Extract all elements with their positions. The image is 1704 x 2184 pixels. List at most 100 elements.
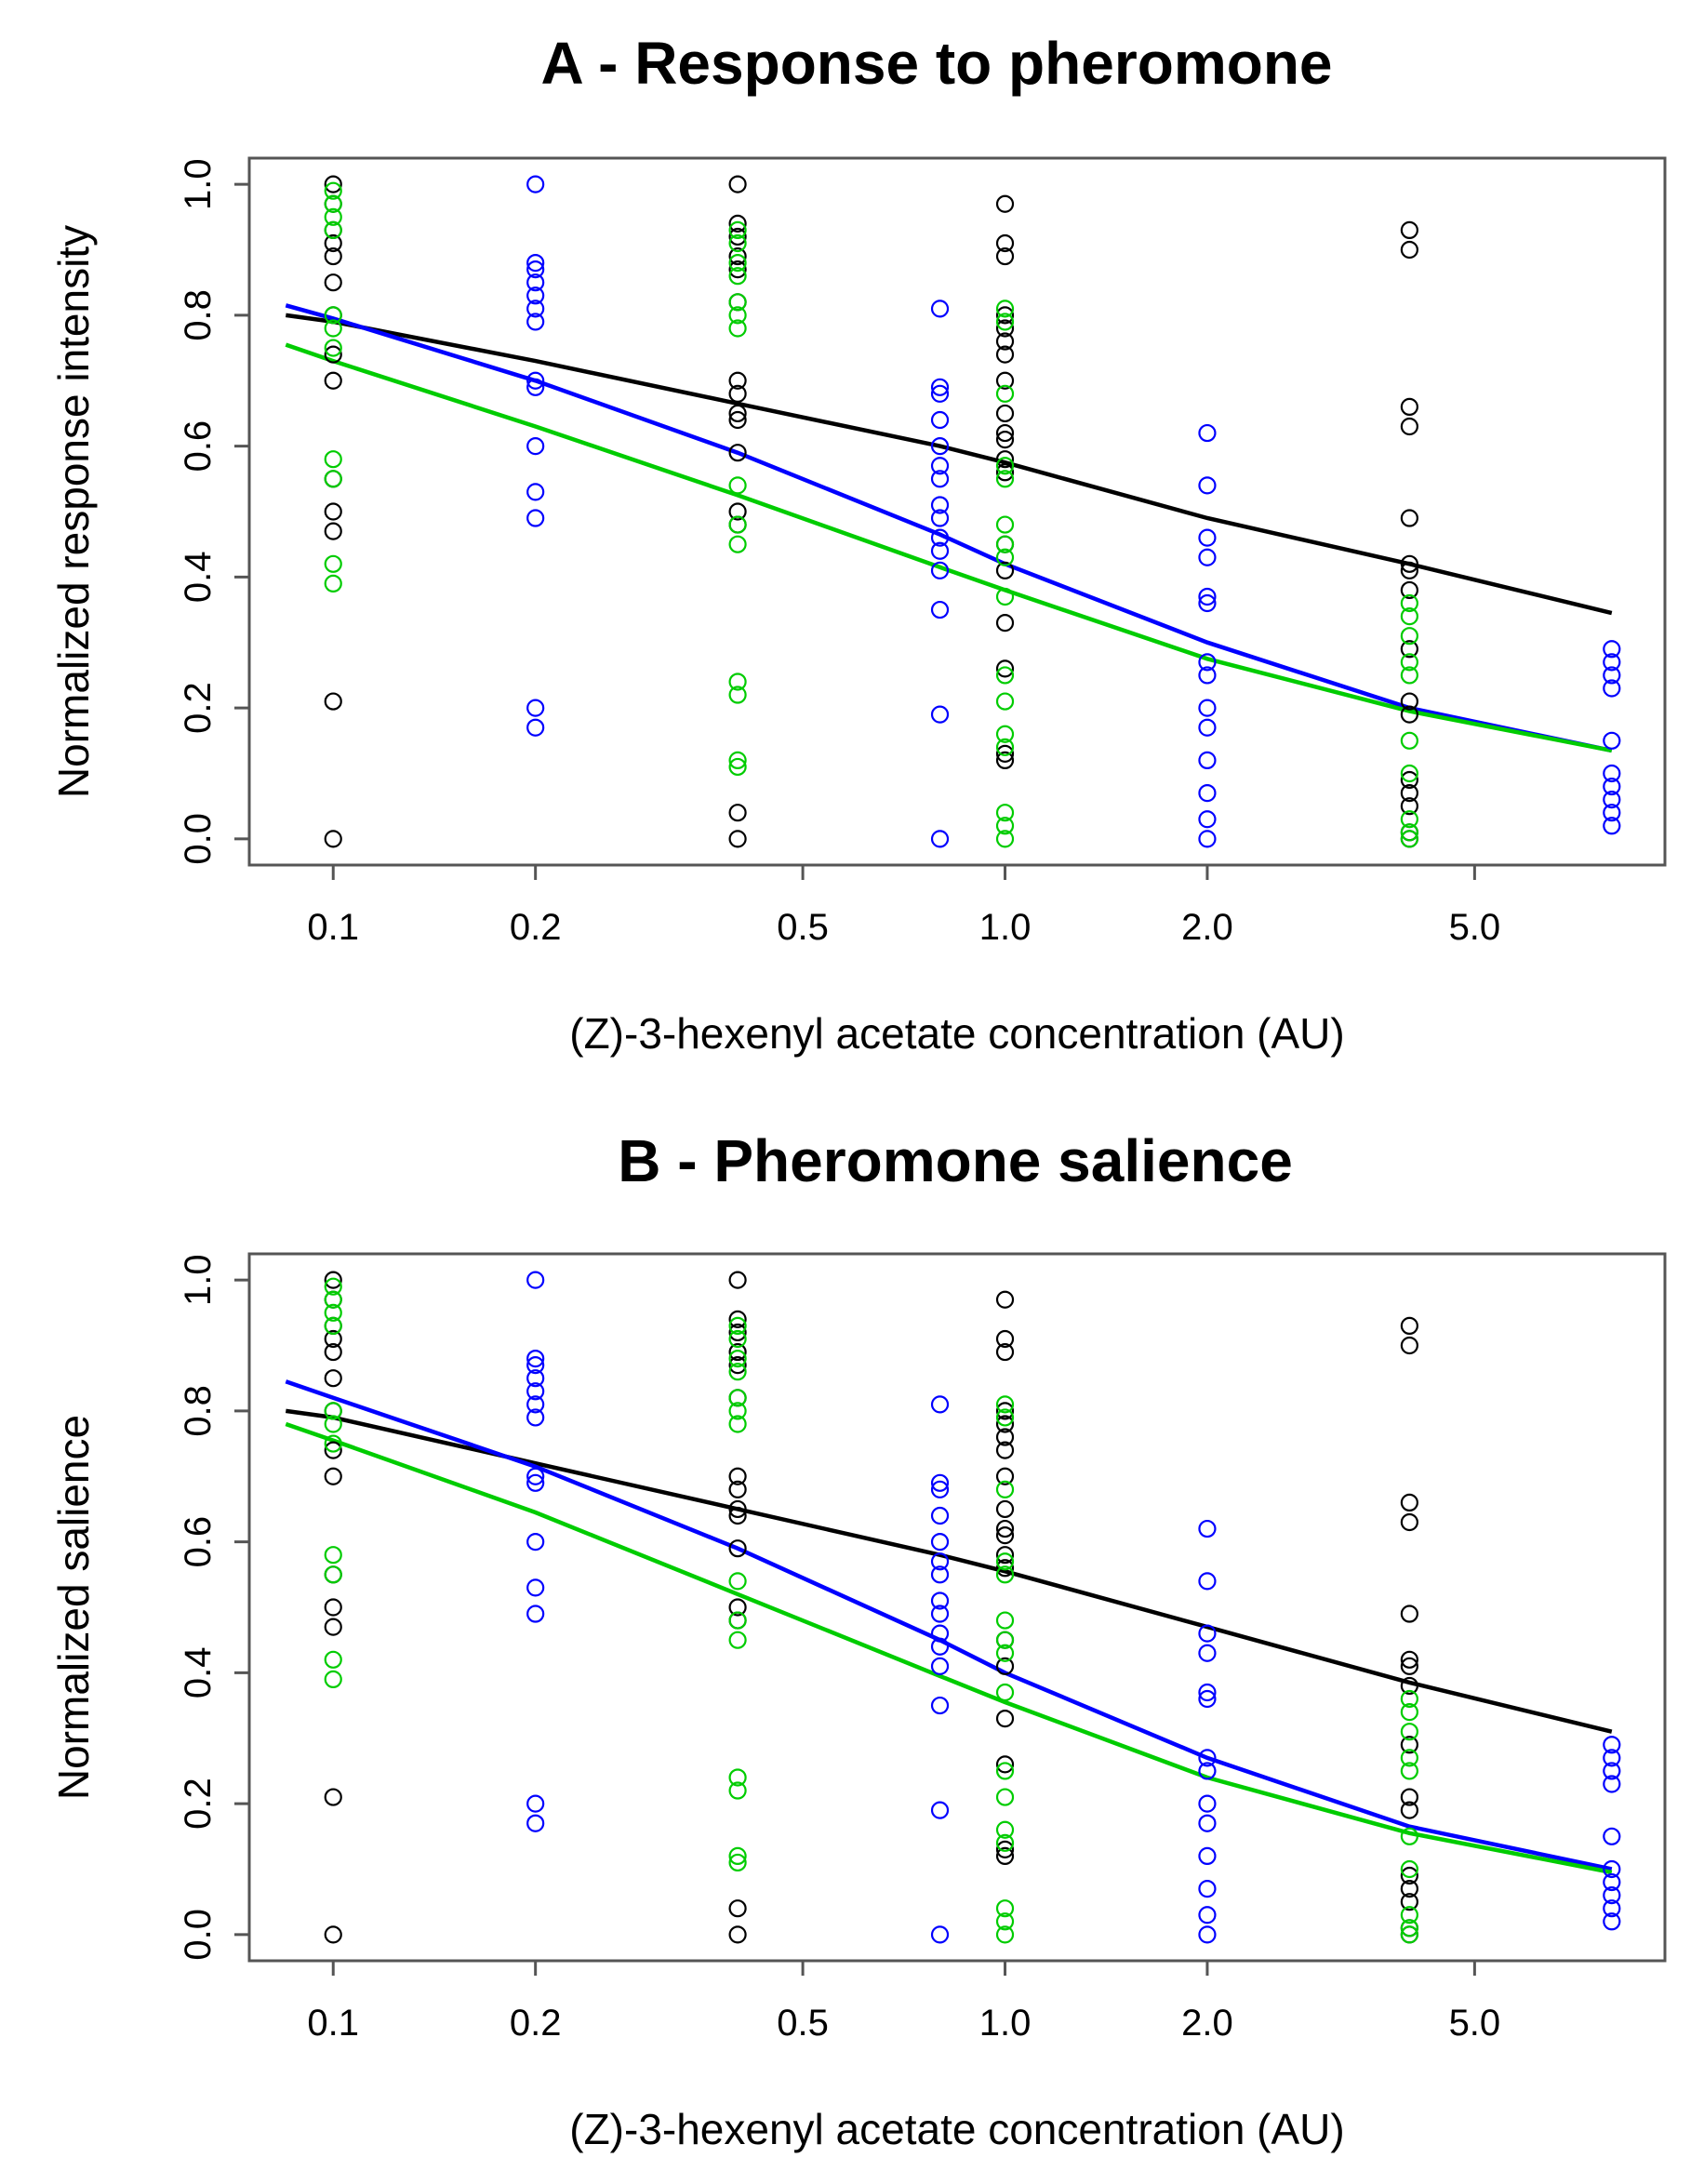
- panel-a-x-tick-label: 5.0: [1449, 907, 1501, 948]
- panel-b-point-green: [995, 1683, 1015, 1702]
- panel-a-point-black: [728, 410, 747, 430]
- panel-b-point-blue: [930, 1480, 950, 1498]
- panel-b-point-blue: [1603, 1886, 1621, 1905]
- panel-a-point-green: [728, 319, 747, 338]
- panel-b-point-green: [995, 1631, 1015, 1649]
- panel-a-point-green: [728, 686, 747, 704]
- panel-b-point-blue: [526, 1605, 545, 1623]
- panel-b-point-black: [324, 1925, 342, 1944]
- panel-b-point-black: [995, 1441, 1015, 1459]
- panel-b-point-black: [995, 1710, 1015, 1728]
- panel-b-y-tick-label: 0.2: [178, 1778, 219, 1830]
- panel-b-point-green: [995, 1480, 1015, 1498]
- panel-a-point-blue: [930, 541, 950, 560]
- panel-b-point-blue: [1198, 1794, 1217, 1813]
- panel-b-point-black: [728, 1323, 747, 1342]
- panel-a-point-black: [1400, 240, 1418, 260]
- panel-b-point-blue: [526, 1814, 545, 1832]
- panel-b-point-black: [995, 1559, 1015, 1578]
- panel-a-y-tick-label: 0.8: [178, 289, 219, 341]
- panel-b-point-green: [1400, 1919, 1418, 1938]
- panel-b-point-blue: [1603, 1749, 1621, 1767]
- panel-a-y-tick-label: 0.2: [178, 682, 219, 734]
- panel-a-point-black: [995, 345, 1015, 364]
- panel-a-point-blue: [526, 718, 545, 737]
- panel-a-point-green: [728, 267, 747, 286]
- panel-a-point-green: [995, 384, 1015, 403]
- panel-a-point-blue: [1198, 593, 1217, 613]
- panel-a-plot-frame: [247, 156, 1667, 867]
- panel-a-x-tick-label: 1.0: [979, 907, 1032, 948]
- panel-a-x-tick-label: 0.5: [777, 907, 829, 948]
- panel-a-point-black: [995, 744, 1015, 763]
- panel-a-point-blue: [930, 528, 950, 547]
- panel-a-point-green: [1400, 606, 1418, 626]
- panel-b-point-black: [324, 1369, 342, 1388]
- panel-a-point-blue: [526, 371, 545, 390]
- panel-a-point-green: [1400, 731, 1418, 750]
- panel-b-point-blue: [930, 1925, 950, 1944]
- panel-b-point-green: [728, 1768, 747, 1787]
- panel-b-point-blue: [1603, 1872, 1621, 1892]
- panel-b-point-green: [995, 1395, 1015, 1414]
- panel-a-point-black: [1400, 640, 1418, 659]
- panel-b-xlabel: (Z)-3-hexenyl acetate concentration (AU): [569, 2105, 1344, 2153]
- panel-b-ylabel: Normalized salience: [49, 1415, 98, 1800]
- panel-b-point-black: [995, 1428, 1015, 1446]
- panel-a-y-tick-label: 1.0: [178, 158, 219, 210]
- panel-a-point-blue: [526, 300, 545, 318]
- panel-a-point-blue: [1603, 764, 1621, 783]
- panel-a-point-black: [728, 175, 747, 193]
- panel-b-point-black: [728, 1467, 747, 1485]
- panel-b-point-black: [1400, 1736, 1418, 1754]
- panel-a-point-blue: [1198, 587, 1217, 606]
- panel-a-point-green: [1400, 593, 1418, 613]
- panel-b-point-black: [1400, 1316, 1418, 1336]
- panel-a-point-black: [995, 246, 1015, 266]
- panel-a-point-blue: [1603, 777, 1621, 796]
- panel-b-point-black: [728, 1356, 747, 1375]
- panel-a-x-tick-label: 0.1: [307, 907, 359, 948]
- panel-b-point-blue: [1603, 1827, 1621, 1845]
- panel-a-point-green: [1400, 823, 1418, 842]
- panel-a-point-black: [728, 260, 747, 279]
- panel-a-point-green: [728, 535, 747, 553]
- panel-a-point-black: [995, 404, 1015, 423]
- panel-a-point-green: [324, 574, 342, 593]
- panel-a-point-blue: [1198, 653, 1217, 672]
- panel-b-point-green: [1400, 1689, 1418, 1709]
- panel-a-point-black: [324, 522, 342, 540]
- panel-b-fit-line-green: [285, 1421, 1613, 1875]
- panel-a-point-blue: [526, 437, 545, 456]
- panel-b-point-blue: [526, 1533, 545, 1551]
- panel-a-point-green: [995, 738, 1015, 756]
- panel-a-point-green: [995, 804, 1015, 822]
- panel-b-point-blue: [1198, 1846, 1217, 1866]
- panel-a-point-black: [324, 830, 342, 848]
- panel-b-point-green: [324, 1670, 342, 1689]
- panel-b-point-blue: [1603, 1899, 1621, 1918]
- panel-a-point-green: [324, 319, 342, 338]
- panel-b-point-green: [1400, 1925, 1418, 1944]
- panel-a-point-blue: [1198, 548, 1217, 566]
- panel-b-fit-lines: [285, 1379, 1613, 1875]
- panel-a-point-black: [995, 751, 1015, 770]
- panel-a-point-black: [728, 214, 747, 233]
- panel-b-point-green: [995, 1820, 1015, 1839]
- panel-b-point-blue: [1603, 1762, 1621, 1780]
- panel-a-axes: 0.1 0.2 0.5 1.0 2.0 5.0 0.0 0.2 0.4 0.6 0.8 1.0: [178, 158, 1500, 948]
- panel-a-point-green: [324, 207, 342, 226]
- panel-a-point-blue: [526, 509, 545, 527]
- panel-a-point-blue: [526, 699, 545, 717]
- panel-b-point-blue: [930, 1801, 950, 1819]
- panel-b-point-black: [1400, 1512, 1418, 1532]
- panel-a-fit-line-black: [285, 313, 1613, 616]
- panel-a-point-green: [995, 457, 1015, 475]
- panel-a-point-green: [324, 194, 342, 213]
- panel-a-point-black: [1400, 561, 1418, 579]
- panel-b-point-black: [324, 1441, 342, 1459]
- panel-b-point-blue: [1198, 1689, 1217, 1709]
- panel-a-point-blue: [930, 437, 950, 456]
- panel-a-point-blue: [1603, 791, 1621, 809]
- panel-b-point-green: [995, 1644, 1015, 1662]
